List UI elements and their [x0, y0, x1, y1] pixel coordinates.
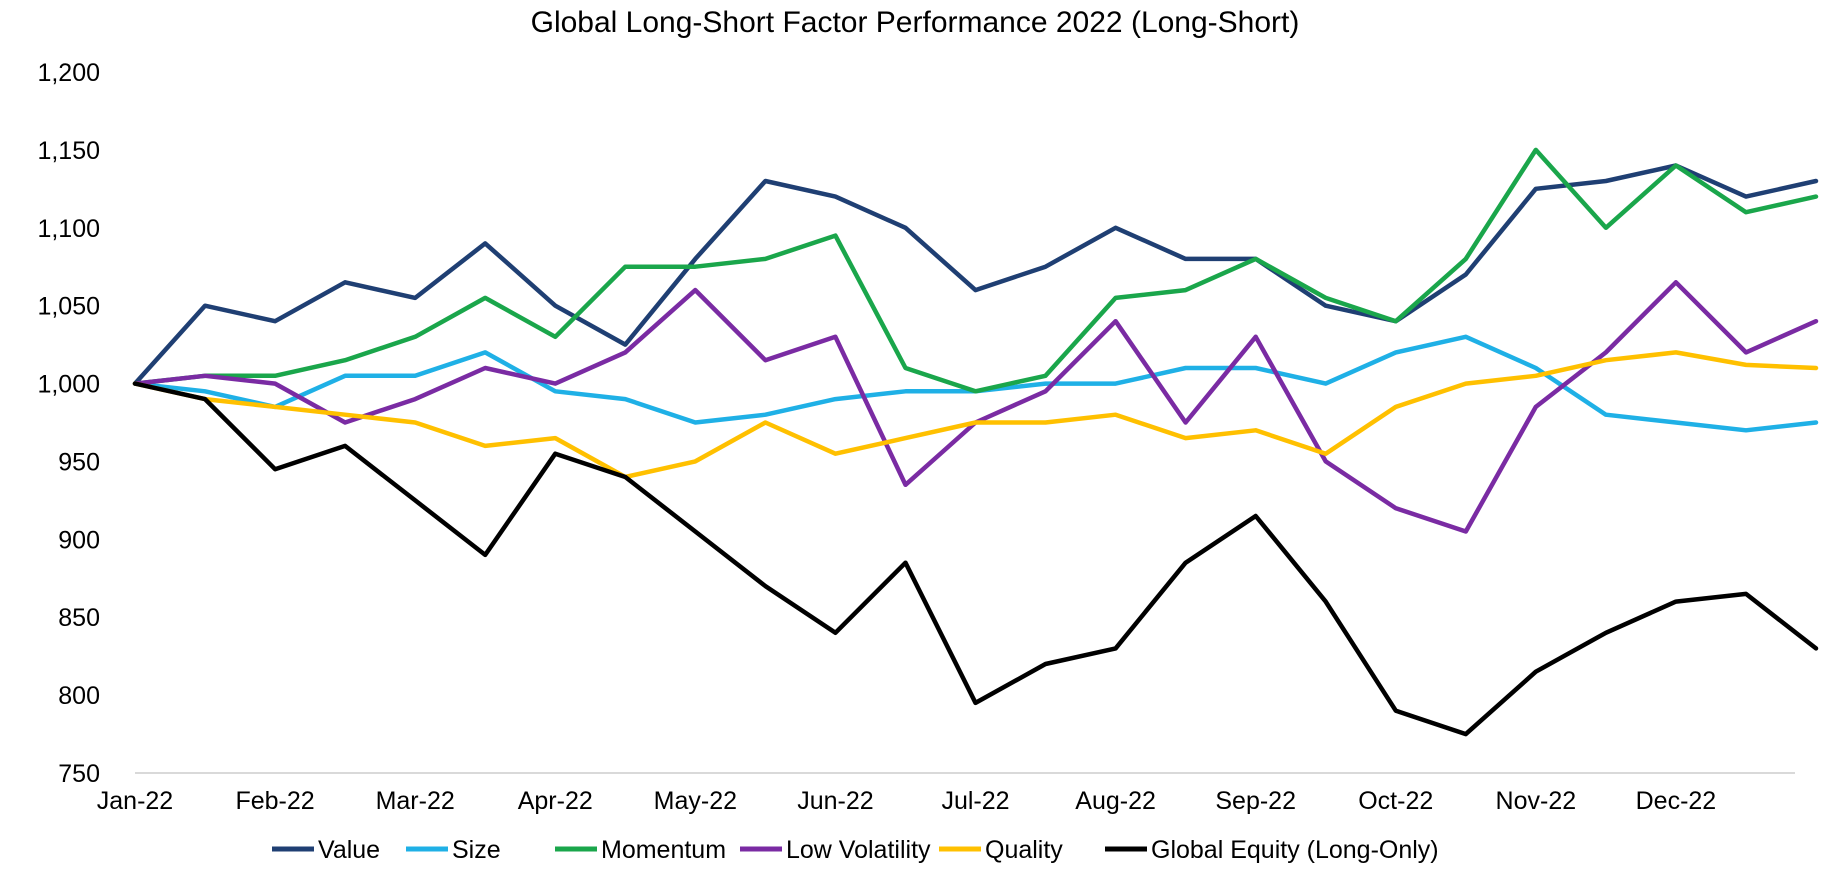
series-line-global-equity-long-only	[132, 381, 1819, 737]
y-tick-label: 1,100	[37, 215, 100, 243]
legend-label: Size	[452, 836, 501, 864]
legend-label: Momentum	[601, 836, 726, 864]
legend-label: Global Equity (Long-Only)	[1151, 836, 1439, 864]
x-tick-label: Mar-22	[376, 787, 455, 815]
x-tick-label: May-22	[654, 787, 737, 815]
y-tick-label: 900	[58, 526, 100, 554]
series-line-quality	[132, 350, 1819, 480]
y-tick-label: 950	[58, 448, 100, 476]
x-axis-tick-labels: Jan-22 Feb-22 Mar-22 Apr-22 May-22 Jun-22 Jul-…	[97, 787, 1716, 815]
legend-label: Value	[318, 836, 380, 864]
chart-title: Global Long-Short Factor Performance 202…	[531, 6, 1300, 39]
y-tick-label: 1,150	[37, 137, 100, 165]
y-axis-tick-labels: 750 800 850 900 950 1,000 1,050 1,100 1,150 1,200	[37, 59, 100, 788]
legend-label: Quality	[985, 836, 1063, 864]
series-line-value	[132, 163, 1819, 386]
y-tick-label: 1,000	[37, 371, 100, 399]
x-tick-label: Feb-22	[235, 787, 314, 815]
y-tick-label: 750	[58, 760, 100, 788]
x-tick-label: Dec-22	[1636, 787, 1717, 815]
x-tick-label: Jan-22	[97, 787, 173, 815]
x-tick-label: Oct-22	[1358, 787, 1433, 815]
y-tick-label: 1,050	[37, 293, 100, 321]
legend-label: Low Volatility	[786, 836, 931, 864]
series-lines	[132, 147, 1819, 737]
x-tick-label: Jun-22	[797, 787, 873, 815]
series-line-low-volatility	[132, 280, 1819, 534]
x-tick-label: Aug-22	[1075, 787, 1156, 815]
y-tick-label: 800	[58, 682, 100, 710]
x-tick-label: Jul-22	[941, 787, 1009, 815]
y-tick-label: 1,200	[37, 59, 100, 87]
x-tick-label: Sep-22	[1215, 787, 1296, 815]
x-tick-label: Nov-22	[1496, 787, 1577, 815]
legend: Value Size Momentum Low Volatility Quality Gl…	[272, 836, 1439, 864]
y-tick-label: 850	[58, 604, 100, 632]
x-tick-label: Apr-22	[518, 787, 593, 815]
series-line-momentum	[132, 147, 1819, 394]
